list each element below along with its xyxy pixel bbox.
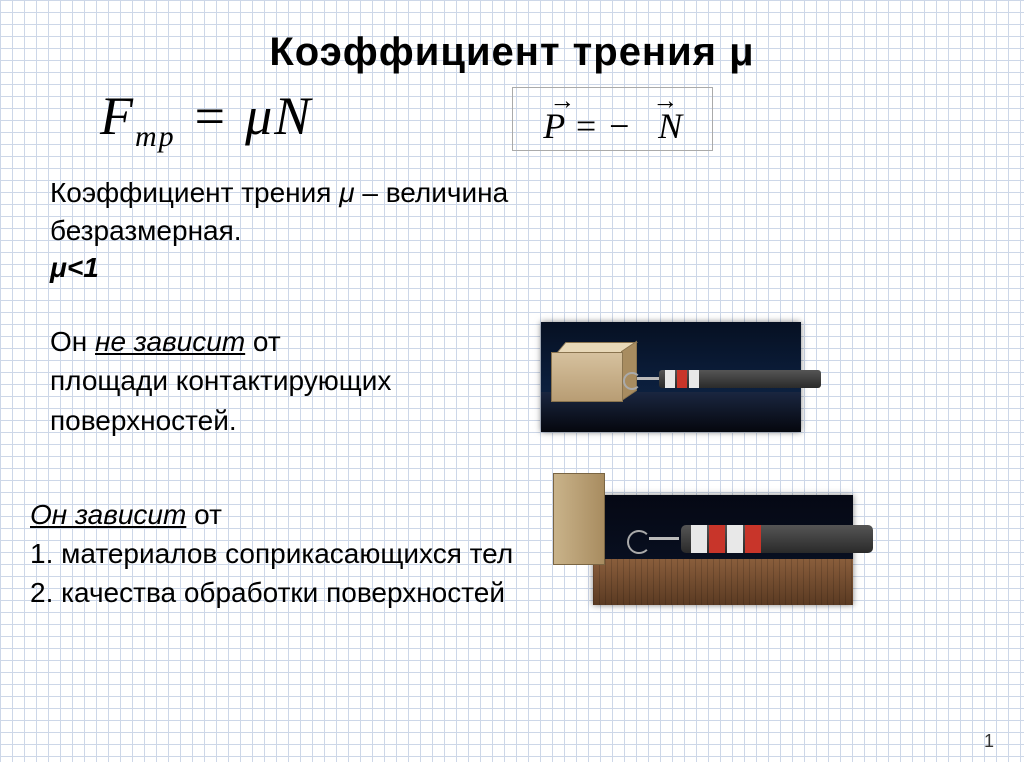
band [691, 525, 707, 553]
band [709, 525, 725, 553]
box-front [551, 352, 623, 402]
band [689, 370, 699, 388]
s2-nezavisit: не зависит [95, 326, 245, 357]
s2-l3: поверхностей. [50, 405, 237, 436]
band [727, 525, 743, 553]
formula-sub: mp [135, 120, 176, 153]
description-block: Коэффициент трения μ – величина безразме… [50, 174, 1024, 287]
illustration-box-flat [541, 322, 801, 432]
desc-mu: μ [339, 177, 354, 208]
dyno-body [681, 525, 873, 553]
box-vertical-icon [553, 473, 605, 565]
page-title: Коэффициент трения μ [0, 0, 1024, 75]
desc-line1a: Коэффициент трения [50, 177, 339, 208]
dyno-body [659, 370, 821, 388]
section-dependent: Он зависит от 1. материалов соприкасающи… [0, 495, 1024, 613]
formula-eq: = μN [176, 86, 313, 146]
vector-formula: → → P = − N [512, 87, 713, 151]
s3-l2: 1. материалов соприкасающихся тел [30, 538, 513, 569]
section-independent: Он не зависит от площади контактирующих … [0, 322, 1024, 440]
formula-F: F [100, 86, 135, 146]
s3-l1b: от [186, 499, 222, 530]
box-side [621, 341, 637, 402]
box-3d-icon [551, 344, 636, 402]
desc-line2: безразмерная. [50, 215, 242, 246]
surface-wood [593, 559, 853, 605]
footer-bar [0, 762, 1024, 768]
s2-l1c: от [245, 326, 281, 357]
arrow-icon: → [652, 88, 678, 114]
rod [637, 377, 659, 380]
section2-text: Он не зависит от площади контактирующих … [50, 322, 391, 440]
hook-icon [623, 372, 641, 390]
band [665, 370, 675, 388]
dynamometer-icon [653, 525, 873, 553]
illustration-box-edge [593, 495, 853, 605]
band [745, 525, 761, 553]
arrow-icon: → [549, 88, 575, 114]
mu-condition: μ<1 [50, 252, 99, 283]
desc-line1c: – величина [355, 177, 509, 208]
section3-text: Он зависит от 1. материалов соприкасающи… [30, 495, 513, 613]
s2-l2: площади контактирующих [50, 365, 391, 396]
band [677, 370, 687, 388]
page-number: 1 [984, 731, 994, 752]
vec-eq: = − [565, 106, 641, 146]
formula-row: Fmp = μN → → P = − N [0, 85, 1024, 154]
main-formula: Fmp = μN [100, 85, 312, 154]
hook-icon [627, 530, 651, 554]
rod [649, 537, 679, 540]
s3-l3: 2. качества обработки поверхностей [30, 577, 505, 608]
dynamometer-icon [641, 370, 821, 388]
s3-zavisit: Он зависит [30, 499, 186, 530]
s2-l1a: Он [50, 326, 95, 357]
